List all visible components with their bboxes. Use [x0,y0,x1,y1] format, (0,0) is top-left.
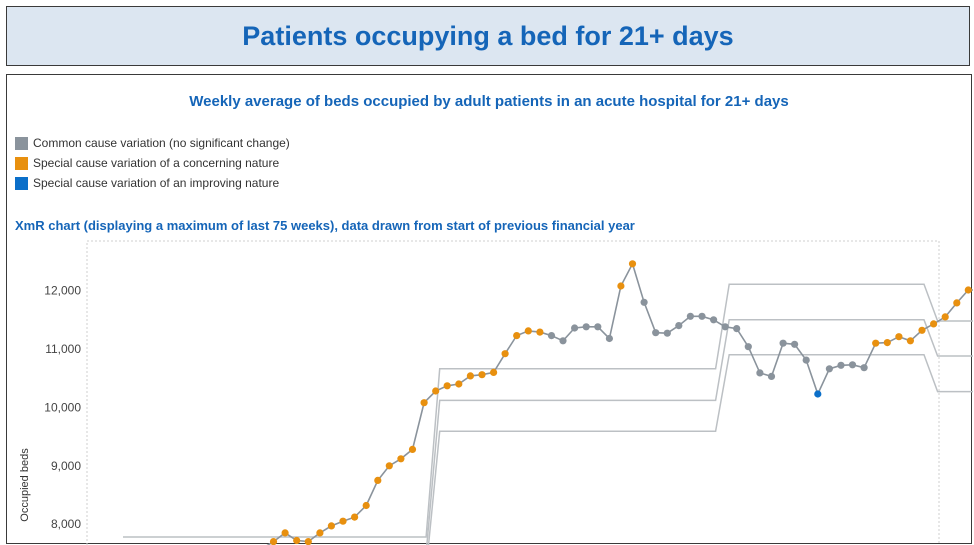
data-point[interactable] [548,332,555,339]
series-line [123,264,973,545]
data-point[interactable] [432,387,439,394]
page-title: Patients occupying a bed for 21+ days [242,21,733,52]
data-point[interactable] [351,514,358,521]
control-limit-ucl [123,284,973,537]
plot-area-border [87,241,939,545]
data-point[interactable] [559,337,566,344]
y-tick-label: 8,000 [51,517,81,531]
data-point[interactable] [282,529,289,536]
data-point[interactable] [525,327,532,334]
data-point[interactable] [780,340,787,347]
data-point[interactable] [594,323,601,330]
data-point[interactable] [895,333,902,340]
data-point[interactable] [397,455,404,462]
data-point[interactable] [698,313,705,320]
data-point[interactable] [791,341,798,348]
data-point[interactable] [571,324,578,331]
data-point[interactable] [316,529,323,536]
control-limits [123,284,973,545]
data-point[interactable] [629,260,636,267]
data-point[interactable] [768,373,775,380]
y-tick-label: 9,000 [51,459,81,473]
data-point[interactable] [803,357,810,364]
data-point[interactable] [502,350,509,357]
xmr-chart: 8,000 9,000 10,000 11,000 12,000 Occupied be… [7,75,973,545]
data-point[interactable] [942,313,949,320]
data-point[interactable] [918,327,925,334]
data-point[interactable] [455,380,462,387]
data-point[interactable] [363,502,370,509]
data-point[interactable] [490,369,497,376]
data-point[interactable] [814,390,821,397]
data-point[interactable] [826,365,833,372]
y-axis-label: Occupied beds [19,448,31,522]
data-point[interactable] [722,323,729,330]
data-point[interactable] [849,361,856,368]
data-points [119,260,973,545]
y-tick-label: 12,000 [44,284,81,298]
data-point[interactable] [745,343,752,350]
y-tick-label: 11,000 [45,342,81,356]
data-point[interactable] [374,477,381,484]
data-point[interactable] [861,364,868,371]
data-point[interactable] [386,462,393,469]
series-line-layer [123,264,973,545]
data-point[interactable] [478,371,485,378]
data-point[interactable] [664,330,671,337]
data-point[interactable] [328,522,335,529]
data-point[interactable] [930,320,937,327]
data-point[interactable] [953,299,960,306]
data-point[interactable] [270,538,277,545]
data-point[interactable] [444,382,451,389]
data-point[interactable] [536,329,543,336]
data-point[interactable] [293,537,300,544]
data-point[interactable] [305,538,312,545]
control-limit-lcl [123,355,973,545]
data-point[interactable] [733,325,740,332]
data-point[interactable] [872,340,879,347]
data-point[interactable] [884,339,891,346]
page-title-banner: Patients occupying a bed for 21+ days [6,6,970,66]
data-point[interactable] [965,286,972,293]
data-point[interactable] [467,372,474,379]
data-point[interactable] [641,299,648,306]
data-point[interactable] [421,399,428,406]
y-tick-label: 10,000 [44,400,81,414]
data-point[interactable] [583,323,590,330]
data-point[interactable] [675,322,682,329]
data-point[interactable] [687,313,694,320]
data-point[interactable] [710,316,717,323]
data-point[interactable] [907,337,914,344]
data-point[interactable] [756,369,763,376]
data-point[interactable] [837,362,844,369]
data-point[interactable] [617,282,624,289]
chart-panel: Weekly average of beds occupied by adult… [6,74,972,544]
data-point[interactable] [652,329,659,336]
data-point[interactable] [513,332,520,339]
data-point[interactable] [409,446,416,453]
y-axis: 8,000 9,000 10,000 11,000 12,000 [44,284,81,532]
control-limit-mean [123,320,973,545]
data-point[interactable] [339,518,346,525]
data-point[interactable] [606,335,613,342]
